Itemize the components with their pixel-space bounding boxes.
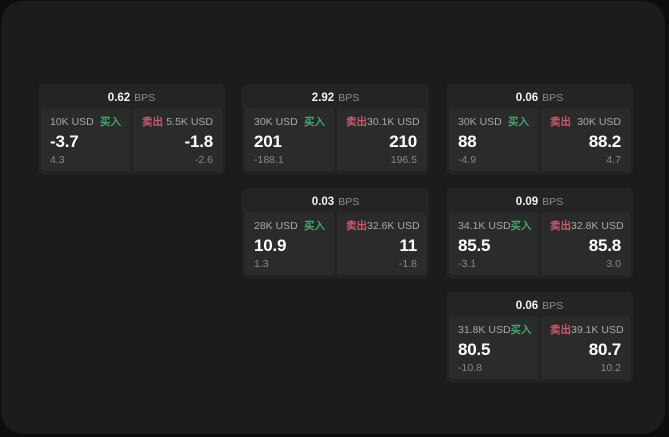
sell-price: 80.7 — [588, 340, 621, 359]
sell-tile[interactable]: 卖出 5.5K USD -1.8 -2.6 — [133, 108, 222, 171]
sell-delta: 4.7 — [606, 154, 621, 166]
quote-body: 31.8K USD 买入 80.5 -10.8 卖出 39.1K USD 80.… — [449, 316, 630, 379]
buy-delta: 4.3 — [50, 154, 65, 166]
bps-unit-label: BPS — [542, 195, 564, 208]
quote-body: 34.1K USD 买入 85.5 -3.1 卖出 32.8K USD 85.8… — [449, 212, 630, 275]
sell-amount: 30.1K USD — [367, 115, 420, 128]
sell-tile[interactable]: 卖出 30K USD 88.2 4.7 — [541, 108, 630, 171]
buy-amount: 31.8K USD — [458, 323, 511, 336]
bps-value: 0.06 — [515, 91, 539, 104]
bps-value: 0.09 — [515, 195, 539, 208]
buy-tile[interactable]: 10K USD 买入 -3.7 4.3 — [41, 108, 130, 171]
bps-header: 0.03 BPS — [245, 191, 426, 212]
sell-label: 卖出 — [550, 220, 571, 232]
bps-unit-label: BPS — [338, 195, 360, 208]
sell-price: 85.8 — [588, 236, 621, 255]
buy-label: 买入 — [304, 220, 325, 232]
quote-body: 30K USD 买入 88 -4.9 卖出 30K USD 88.2 4.7 — [449, 108, 630, 171]
bps-value: 2.92 — [311, 91, 335, 104]
bps-unit-label: BPS — [338, 91, 360, 104]
quote-card[interactable]: 2.92 BPS 30K USD 买入 201 -188.1 卖出 30.1K … — [242, 84, 429, 174]
sell-delta: 10.2 — [600, 362, 621, 374]
bps-header: 0.62 BPS — [41, 87, 222, 108]
sell-delta: -2.6 — [194, 154, 213, 166]
buy-price: 85.5 — [458, 236, 491, 255]
sell-amount: 39.1K USD — [571, 323, 624, 336]
buy-tile[interactable]: 28K USD 买入 10.9 1.3 — [245, 212, 334, 275]
sell-amount: 32.8K USD — [571, 219, 624, 232]
sell-tile[interactable]: 卖出 39.1K USD 80.7 10.2 — [541, 316, 630, 379]
bps-value: 0.62 — [107, 91, 131, 104]
sell-tile[interactable]: 卖出 30.1K USD 210 196.5 — [337, 108, 426, 171]
sell-delta: 3.0 — [606, 258, 621, 270]
bps-unit-label: BPS — [542, 299, 564, 312]
buy-tile[interactable]: 30K USD 买入 201 -188.1 — [245, 108, 334, 171]
sell-delta: -1.8 — [398, 258, 417, 270]
buy-delta: -10.8 — [458, 362, 482, 374]
sell-amount: 5.5K USD — [166, 115, 213, 128]
sell-label: 卖出 — [550, 116, 571, 128]
bps-header: 0.06 BPS — [449, 87, 630, 108]
sell-tile[interactable]: 卖出 32.6K USD 11 -1.8 — [337, 212, 426, 275]
bps-unit-label: BPS — [134, 91, 156, 104]
buy-amount: 28K USD — [254, 219, 298, 232]
sell-label: 卖出 — [142, 116, 163, 128]
buy-delta: 1.3 — [254, 258, 269, 270]
buy-amount: 30K USD — [458, 115, 502, 128]
buy-tile[interactable]: 34.1K USD 买入 85.5 -3.1 — [449, 212, 538, 275]
sell-delta: 196.5 — [390, 154, 417, 166]
buy-amount: 34.1K USD — [458, 219, 511, 232]
bps-unit-label: BPS — [542, 91, 564, 104]
quote-body: 28K USD 买入 10.9 1.3 卖出 32.6K USD 11 -1.8 — [245, 212, 426, 275]
buy-label: 买入 — [508, 116, 529, 128]
buy-price: 80.5 — [458, 340, 491, 359]
sell-price: 11 — [399, 236, 417, 255]
quote-card[interactable]: 0.62 BPS 10K USD 买入 -3.7 4.3 卖出 5.5K USD — [38, 84, 225, 174]
sell-label: 卖出 — [346, 116, 367, 128]
sell-label: 卖出 — [550, 324, 571, 336]
bps-header: 2.92 BPS — [245, 87, 426, 108]
sell-price: -1.8 — [184, 132, 214, 151]
bps-header: 0.09 BPS — [449, 191, 630, 212]
quote-card[interactable]: 0.06 BPS 30K USD 买入 88 -4.9 卖出 30K USD — [446, 84, 633, 174]
buy-label: 买入 — [510, 220, 532, 232]
quote-card[interactable]: 0.03 BPS 28K USD 买入 10.9 1.3 卖出 32.6K US… — [242, 188, 429, 278]
sell-label: 卖出 — [346, 220, 367, 232]
buy-delta: -4.9 — [458, 154, 477, 166]
buy-tile[interactable]: 30K USD 买入 88 -4.9 — [449, 108, 538, 171]
buy-price: 10.9 — [254, 236, 287, 255]
sell-tile[interactable]: 卖出 32.8K USD 85.8 3.0 — [541, 212, 630, 275]
sell-amount: 32.6K USD — [367, 219, 420, 232]
buy-delta: -188.1 — [254, 154, 284, 166]
bps-value: 0.03 — [311, 195, 335, 208]
sell-amount: 30K USD — [577, 115, 621, 128]
quote-body: 10K USD 买入 -3.7 4.3 卖出 5.5K USD -1.8 -2.… — [41, 108, 222, 171]
quote-body: 30K USD 买入 201 -188.1 卖出 30.1K USD 210 1… — [245, 108, 426, 171]
buy-price: 88 — [458, 132, 477, 151]
buy-price: 201 — [254, 132, 282, 151]
buy-label: 买入 — [304, 116, 325, 128]
buy-tile[interactable]: 31.8K USD 买入 80.5 -10.8 — [449, 316, 538, 379]
bps-header: 0.06 BPS — [449, 295, 630, 316]
buy-label: 买入 — [510, 324, 532, 336]
buy-amount: 10K USD — [50, 115, 94, 128]
sell-price: 210 — [389, 132, 417, 151]
buy-label: 买入 — [100, 116, 121, 128]
buy-amount: 30K USD — [254, 115, 298, 128]
quote-card[interactable]: 0.06 BPS 31.8K USD 买入 80.5 -10.8 卖出 39.1… — [446, 292, 633, 382]
sell-price: 88.2 — [588, 132, 621, 151]
buy-price: -3.7 — [50, 132, 79, 151]
buy-delta: -3.1 — [458, 258, 477, 270]
quote-grid: 0.62 BPS 10K USD 买入 -3.7 4.3 卖出 5.5K USD — [38, 84, 633, 382]
quote-card[interactable]: 0.09 BPS 34.1K USD 买入 85.5 -3.1 卖出 32.8K… — [446, 188, 633, 278]
bps-value: 0.06 — [515, 299, 539, 312]
